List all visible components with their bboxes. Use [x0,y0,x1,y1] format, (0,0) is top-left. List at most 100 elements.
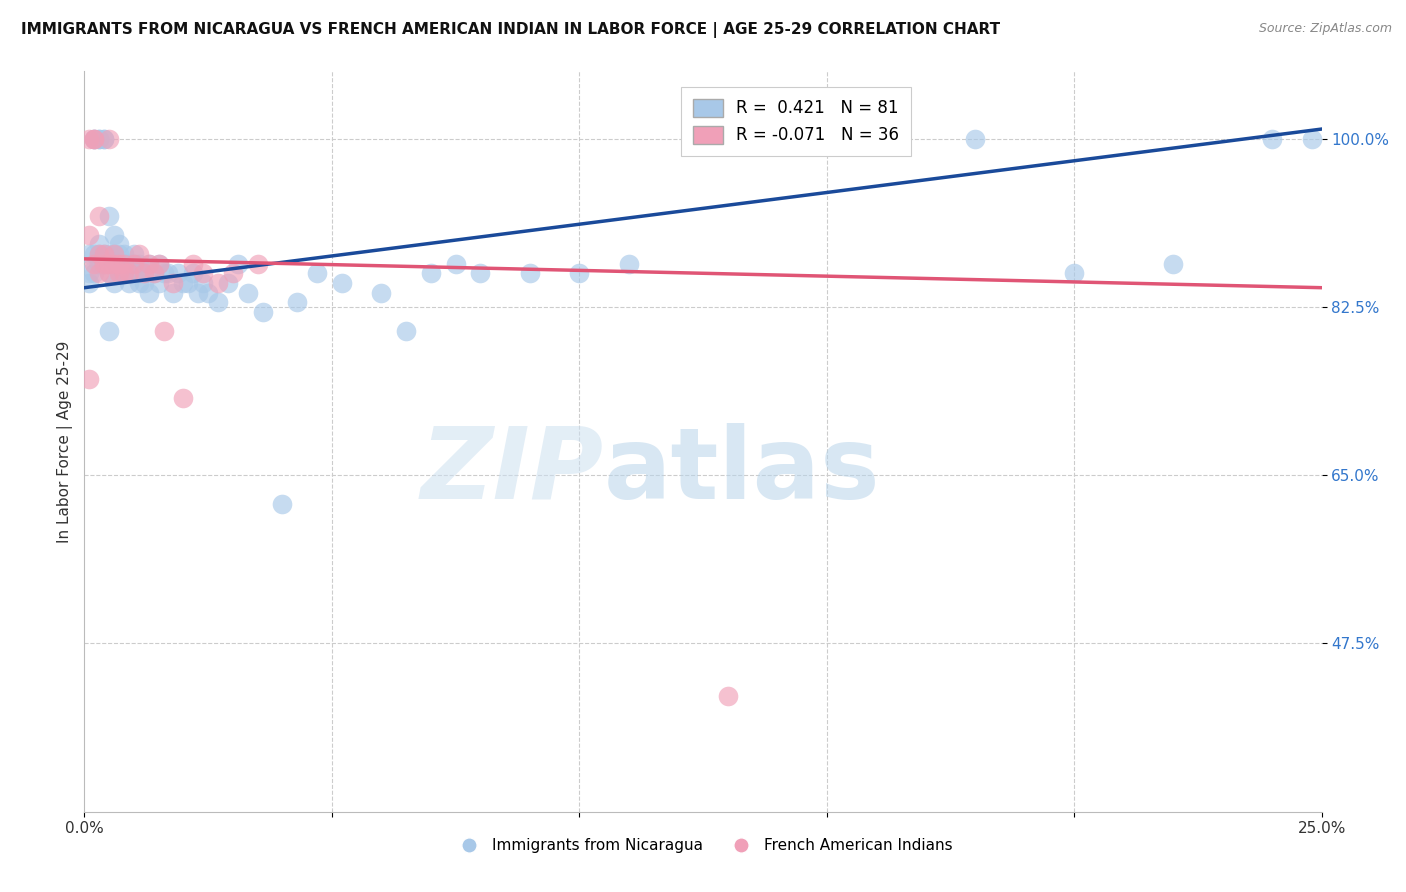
Point [103,227,125,242]
Point [177,276,200,290]
Point [79,247,101,261]
Point [1161,257,1184,271]
Point [93,131,115,145]
Point [93,131,115,145]
Point [181,266,204,280]
Point [148,257,170,271]
Point [246,257,269,271]
Point [89,247,111,261]
Point [142,266,165,280]
Point [172,276,194,290]
Point [93,257,115,271]
Point [89,131,111,145]
Point [112,247,135,261]
Point [395,324,418,338]
Point [568,266,591,280]
Y-axis label: In Labor Force | Age 25-29: In Labor Force | Age 25-29 [58,341,73,542]
Point [132,266,155,280]
Point [98,247,121,261]
Point [122,257,145,271]
Point [98,266,121,280]
Point [181,257,204,271]
Legend: Immigrants from Nicaragua, French American Indians: Immigrants from Nicaragua, French Americ… [447,832,959,860]
Point [98,209,121,223]
Point [83,131,105,145]
Point [118,257,141,271]
Point [98,266,121,280]
Point [112,257,135,271]
Point [79,372,101,386]
Point [222,266,245,280]
Point [103,257,125,271]
Point [112,257,135,271]
Point [285,295,308,310]
Point [157,266,180,280]
Point [83,257,105,271]
Point [148,257,170,271]
Point [236,285,259,300]
Point [108,247,131,261]
Point [112,266,135,280]
Point [717,690,740,704]
Text: atlas: atlas [605,423,880,520]
Point [152,324,174,338]
Point [93,247,115,261]
Text: Source: ZipAtlas.com: Source: ZipAtlas.com [1258,22,1392,36]
Point [138,257,160,271]
Point [370,285,392,300]
Point [187,285,209,300]
Point [108,237,131,252]
Point [128,247,150,261]
Point [444,257,467,271]
Point [132,266,155,280]
Point [132,276,155,290]
Point [98,257,121,271]
Point [138,285,160,300]
Point [197,285,219,300]
Point [93,247,115,261]
Point [419,266,441,280]
Point [865,131,887,145]
Point [89,209,111,223]
Point [103,257,125,271]
Point [108,257,131,271]
Point [162,276,184,290]
Point [89,247,111,261]
Point [252,304,274,318]
Point [191,266,214,280]
Point [79,131,101,145]
Point [79,276,101,290]
Point [89,266,111,280]
Point [118,266,141,280]
Point [191,276,214,290]
Point [122,266,145,280]
Point [128,276,150,290]
Point [226,257,249,271]
Point [152,266,174,280]
Point [79,266,101,280]
Text: IMMIGRANTS FROM NICARAGUA VS FRENCH AMERICAN INDIAN IN LABOR FORCE | AGE 25-29 C: IMMIGRANTS FROM NICARAGUA VS FRENCH AMER… [21,22,1000,38]
Point [89,237,111,252]
Point [83,247,105,261]
Point [103,247,125,261]
Point [271,497,294,511]
Point [217,276,239,290]
Point [103,276,125,290]
Point [172,391,194,405]
Point [122,247,145,261]
Point [162,285,184,300]
Point [108,266,131,280]
Point [305,266,328,280]
Point [112,266,135,280]
Point [148,276,170,290]
Point [93,257,115,271]
Point [142,266,165,280]
Point [98,324,121,338]
Point [1301,131,1323,145]
Point [83,131,105,145]
Point [122,257,145,271]
Point [83,131,105,145]
Point [207,276,229,290]
Point [79,227,101,242]
Point [108,257,131,271]
